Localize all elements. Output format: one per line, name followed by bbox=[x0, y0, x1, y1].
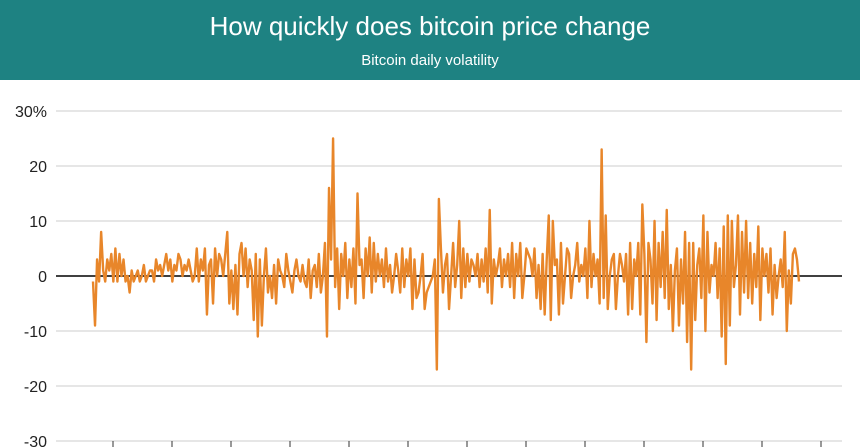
y-tick-label: -10 bbox=[24, 324, 47, 341]
volatility-chart: 30% 20 10 0 -10 -20 -30 bbox=[15, 104, 842, 448]
y-axis: 30% 20 10 0 -10 -20 -30 bbox=[15, 104, 47, 448]
y-tick-label: 30% bbox=[15, 104, 47, 121]
chart-header: How quickly does bitcoin price change Bi… bbox=[0, 0, 860, 80]
series-line bbox=[91, 137, 801, 371]
y-tick-label: 20 bbox=[29, 159, 47, 176]
y-tick-label: -20 bbox=[24, 379, 47, 396]
y-tick-label: -30 bbox=[24, 434, 47, 448]
chart-title: How quickly does bitcoin price change bbox=[209, 11, 651, 41]
chart-subtitle: Bitcoin daily volatility bbox=[361, 52, 499, 69]
y-tick-label: 10 bbox=[29, 214, 47, 231]
y-tick-label: 0 bbox=[38, 269, 47, 286]
gridlines bbox=[56, 110, 842, 442]
x-axis-ticks bbox=[112, 441, 822, 447]
